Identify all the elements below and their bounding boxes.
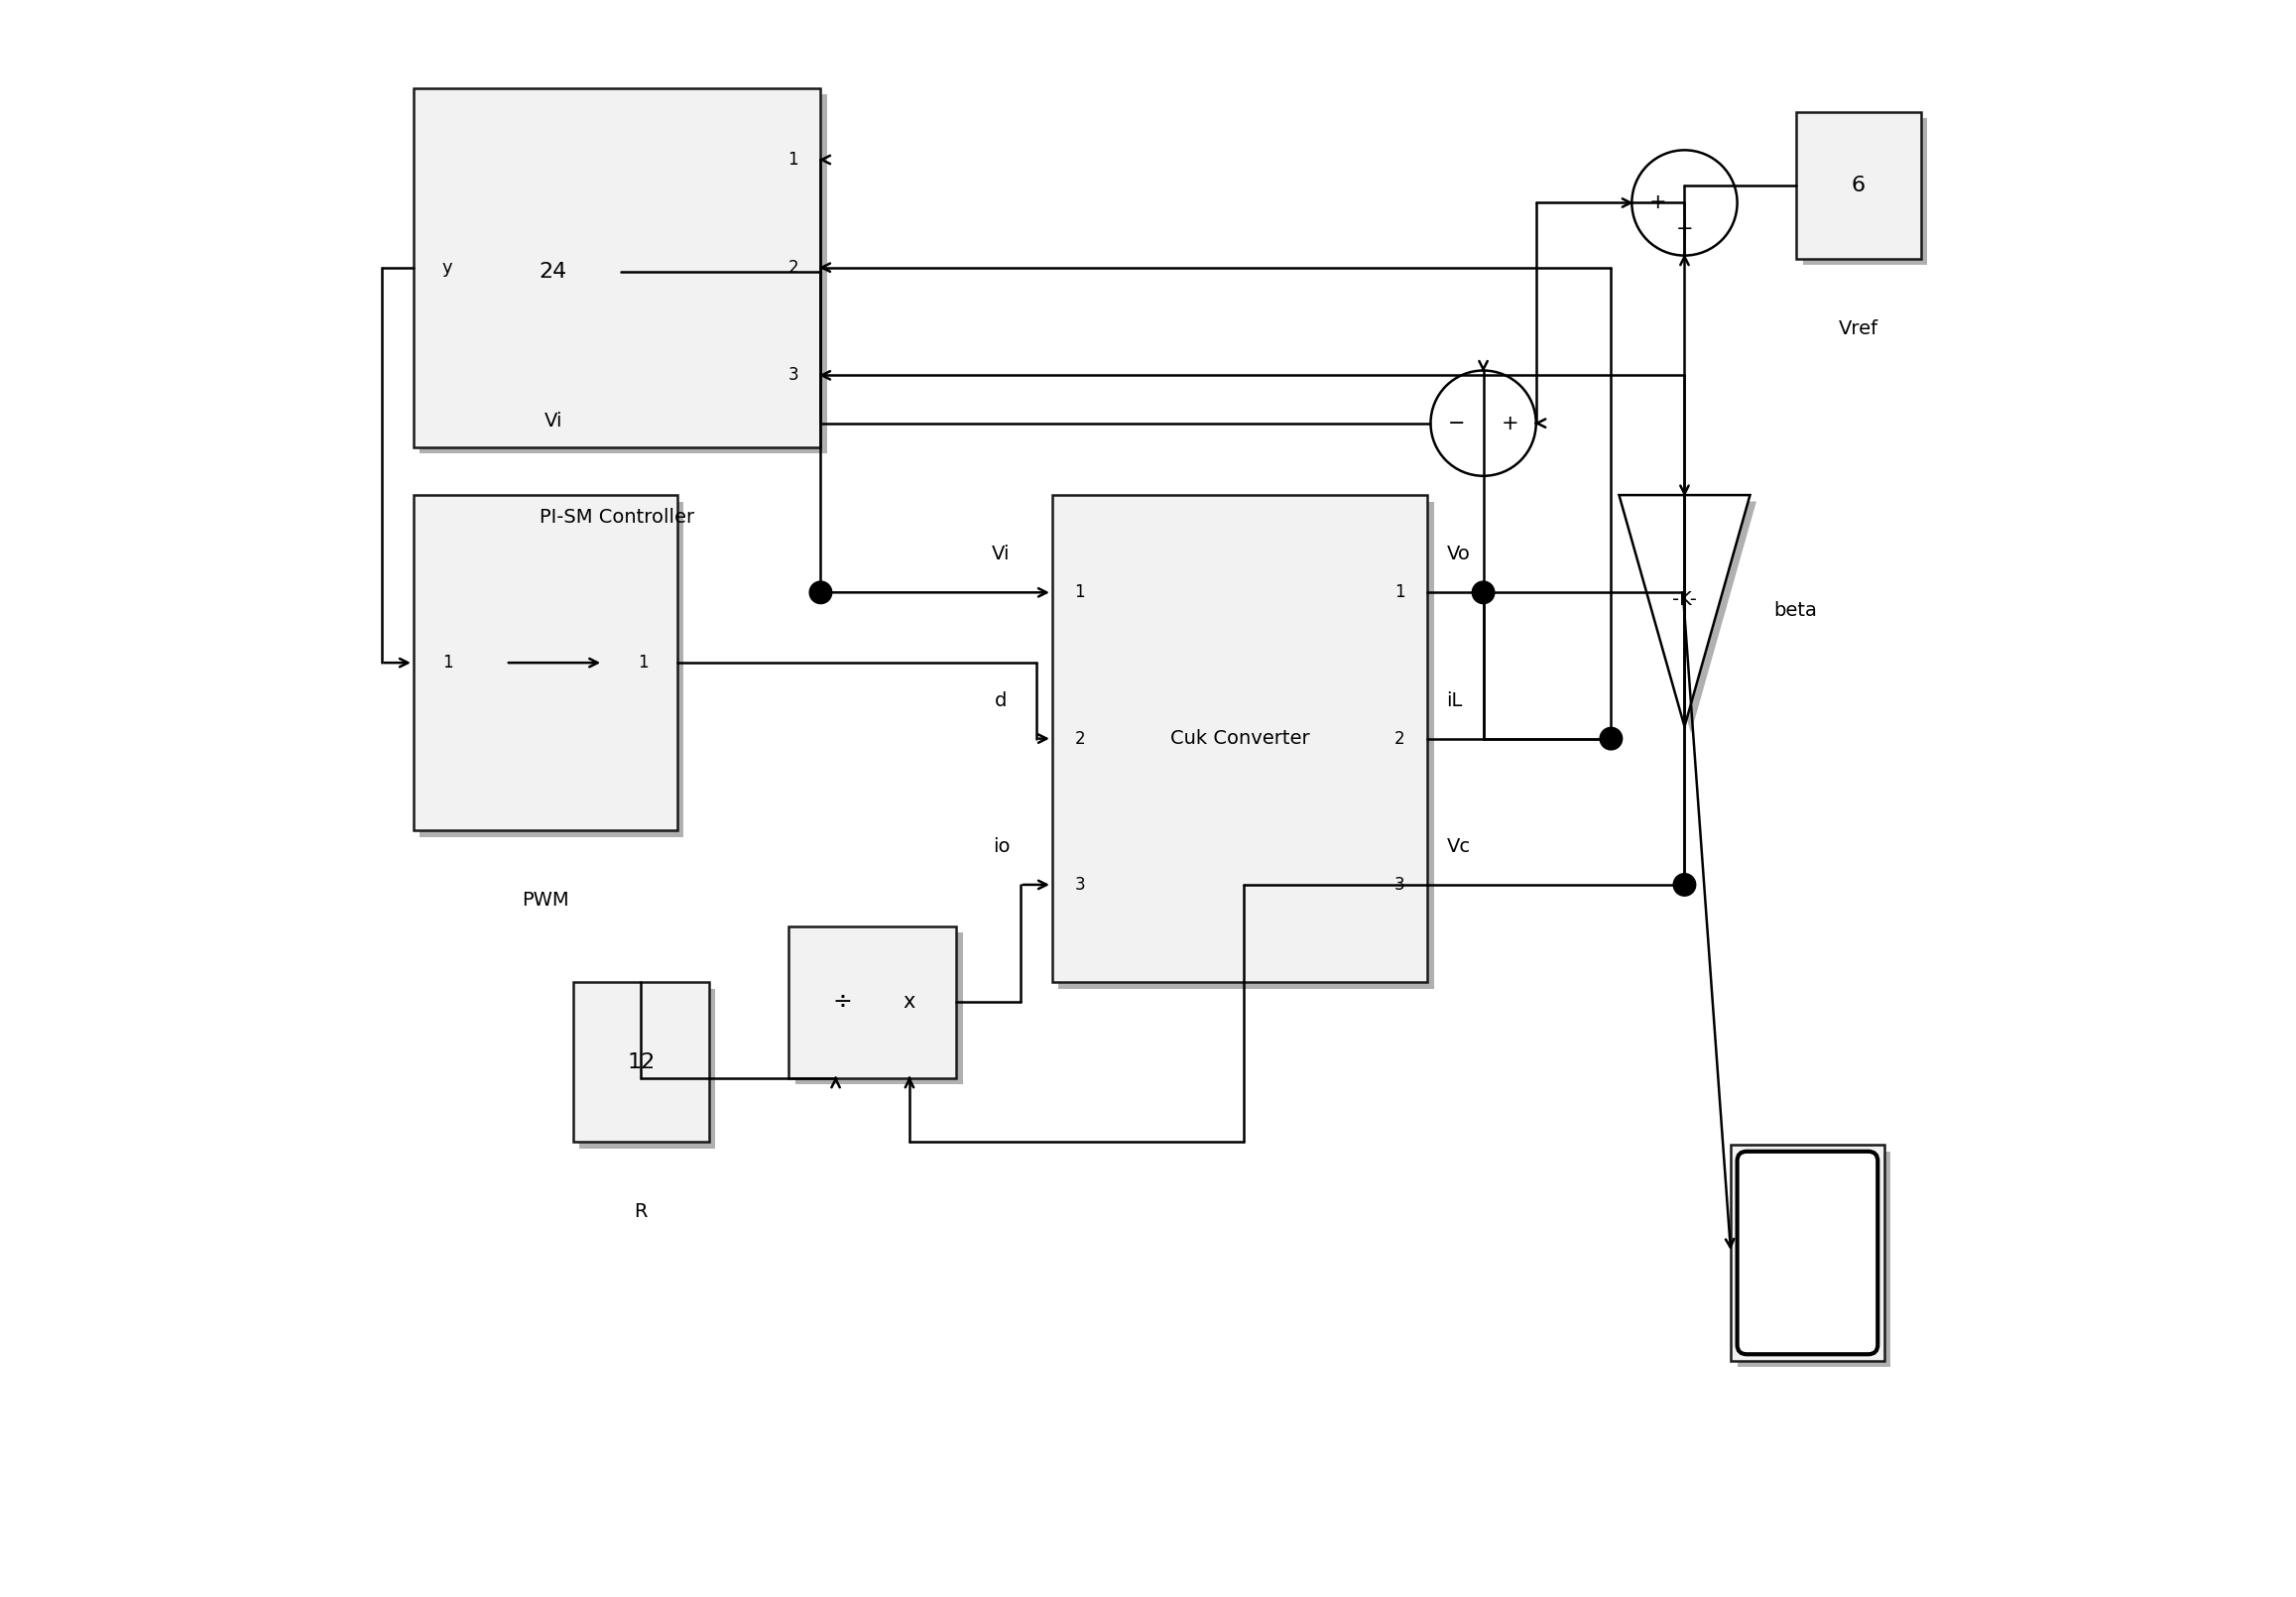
FancyBboxPatch shape	[1738, 1151, 1890, 1367]
Text: 1: 1	[638, 653, 647, 672]
Text: iL: iL	[1446, 692, 1463, 709]
Text: +: +	[1502, 414, 1518, 433]
Text: d: d	[994, 692, 1008, 709]
Text: R: R	[634, 1203, 647, 1222]
Circle shape	[1600, 728, 1623, 751]
Text: 2: 2	[1075, 730, 1086, 747]
Text: 6: 6	[1851, 176, 1867, 195]
Text: Vref: Vref	[1839, 319, 1878, 339]
Text: 1: 1	[788, 150, 799, 169]
Polygon shape	[1626, 501, 1756, 733]
FancyBboxPatch shape	[790, 926, 957, 1078]
FancyBboxPatch shape	[1731, 1145, 1885, 1361]
FancyBboxPatch shape	[420, 501, 684, 837]
Circle shape	[1472, 581, 1495, 604]
Circle shape	[1674, 874, 1697, 896]
Text: 24: 24	[540, 262, 567, 281]
FancyBboxPatch shape	[413, 88, 820, 447]
Text: 12: 12	[627, 1052, 654, 1072]
FancyBboxPatch shape	[484, 192, 620, 351]
Text: Vi: Vi	[544, 412, 563, 431]
FancyBboxPatch shape	[491, 198, 627, 358]
FancyBboxPatch shape	[574, 982, 709, 1142]
FancyBboxPatch shape	[1795, 112, 1922, 259]
Text: -K-: -K-	[1671, 589, 1697, 608]
Text: io: io	[992, 837, 1010, 856]
Text: 1: 1	[1075, 583, 1086, 602]
FancyBboxPatch shape	[1802, 118, 1926, 265]
Polygon shape	[1619, 495, 1750, 727]
FancyBboxPatch shape	[1052, 495, 1428, 982]
Text: 2: 2	[788, 259, 799, 276]
Text: +: +	[1676, 219, 1692, 240]
FancyBboxPatch shape	[413, 495, 677, 830]
Text: Vi: Vi	[992, 545, 1010, 564]
Text: Vo: Vo	[1446, 545, 1469, 564]
FancyBboxPatch shape	[579, 989, 716, 1148]
Text: 3: 3	[1394, 875, 1405, 894]
Text: beta: beta	[1775, 602, 1818, 620]
FancyBboxPatch shape	[1058, 501, 1433, 989]
Text: PWM: PWM	[521, 891, 569, 910]
Circle shape	[810, 581, 831, 604]
Text: 1: 1	[1394, 583, 1405, 602]
Text: ÷: ÷	[833, 990, 852, 1014]
Text: 2: 2	[1394, 730, 1405, 747]
FancyBboxPatch shape	[794, 933, 962, 1084]
Text: PI-SM Controller: PI-SM Controller	[540, 508, 693, 527]
Text: y: y	[443, 259, 452, 276]
FancyBboxPatch shape	[420, 94, 827, 454]
Circle shape	[1430, 371, 1536, 476]
FancyBboxPatch shape	[1738, 1151, 1878, 1354]
Text: −: −	[1449, 414, 1465, 433]
Text: x: x	[902, 992, 916, 1012]
Text: 3: 3	[788, 366, 799, 385]
Circle shape	[1632, 150, 1738, 256]
Text: +: +	[1649, 193, 1667, 212]
Text: 1: 1	[443, 653, 452, 672]
Text: Cuk Converter: Cuk Converter	[1171, 730, 1309, 747]
Text: 3: 3	[1075, 875, 1086, 894]
Text: Vc: Vc	[1446, 837, 1469, 856]
